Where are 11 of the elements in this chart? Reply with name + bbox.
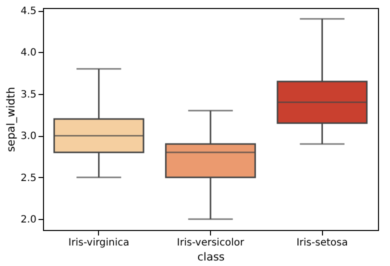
- y-axis-title: sepal_width: [4, 86, 18, 152]
- x-axis-title: class: [197, 250, 225, 264]
- x-tick-label: Iris-setosa: [296, 238, 348, 248]
- y-tick-label: 3.0: [20, 131, 36, 142]
- y-tick-label: 3.5: [20, 89, 36, 100]
- y-tick-label: 4.0: [20, 48, 36, 59]
- y-tick-label: 4.5: [20, 6, 36, 18]
- x-tick-label: Iris-versicolor: [176, 238, 245, 248]
- y-tick-label: 2.5: [20, 172, 36, 184]
- x-tick-label: Iris-virginica: [68, 238, 130, 248]
- y-tick-label: 2.0: [20, 214, 36, 226]
